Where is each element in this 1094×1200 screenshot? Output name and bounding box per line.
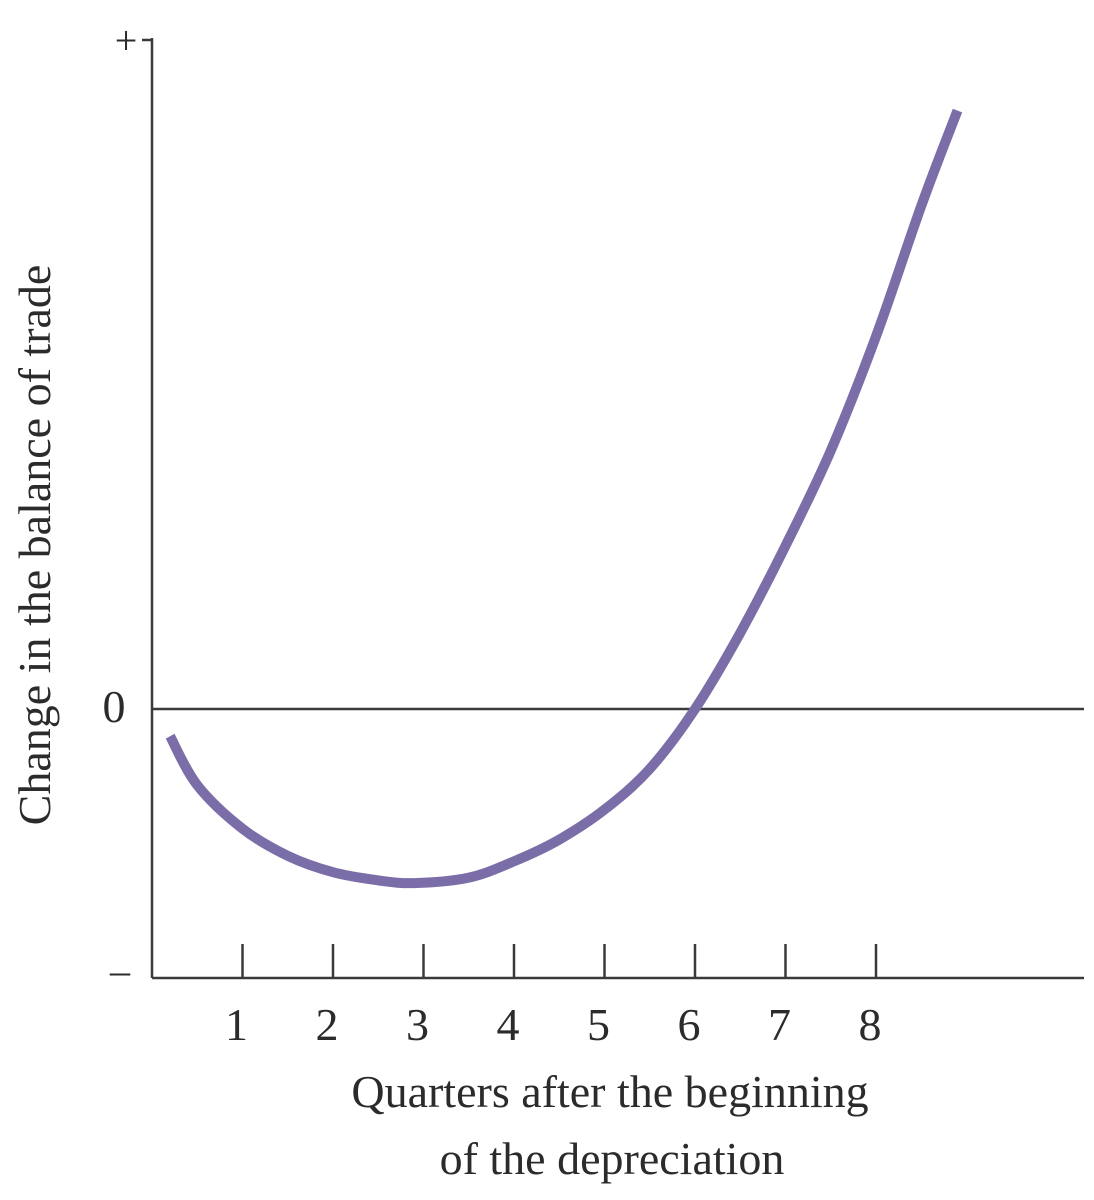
x-tick-label-7: 7 [768, 999, 791, 1050]
x-tick-label-3: 3 [406, 999, 429, 1050]
x-axis-title-line-1: Quarters after the beginning [351, 1066, 868, 1117]
x-tick-label-8: 8 [859, 999, 882, 1050]
y-bottom-label: – [109, 948, 131, 993]
x-ticks: 1 2 3 4 5 6 7 8 [225, 944, 882, 1050]
x-tick-label-6: 6 [678, 999, 701, 1050]
y-zero-label: 0 [103, 681, 126, 732]
x-axis-title-line-2: of the depreciation [440, 1133, 785, 1184]
balance-of-trade-curve [165, 108, 963, 889]
y-top-label: + [115, 18, 138, 63]
x-tick-label-1: 1 [225, 999, 248, 1050]
x-tick-label-2: 2 [316, 999, 339, 1050]
x-tick-label-5: 5 [587, 999, 610, 1050]
y-axis-title: Change in the balance of trade [9, 265, 60, 826]
x-tick-label-4: 4 [497, 999, 520, 1050]
